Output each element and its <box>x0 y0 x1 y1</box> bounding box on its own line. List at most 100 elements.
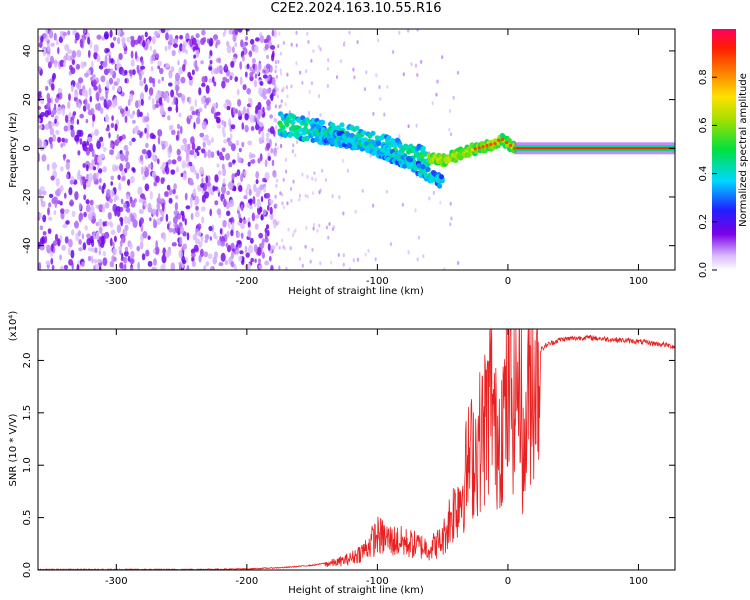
noise-cell <box>170 169 175 175</box>
noise-cell <box>79 138 83 145</box>
noise-cell <box>309 259 312 264</box>
noise-cell <box>44 123 50 130</box>
noise-cell <box>190 136 195 145</box>
noise-cell <box>51 264 55 270</box>
noise-cell <box>42 214 47 223</box>
noise-cell <box>151 266 157 270</box>
noise-cell <box>221 147 226 153</box>
noise-cell <box>194 98 197 108</box>
noise-cell <box>139 111 143 118</box>
noise-cell <box>126 206 130 214</box>
spectrogram-xtick-label: -200 <box>236 276 259 287</box>
noise-cell <box>171 159 177 165</box>
noise-cell <box>195 49 200 58</box>
noise-cell <box>38 66 42 72</box>
noise-cell <box>170 262 176 270</box>
noise-cell <box>207 149 212 159</box>
noise-cell <box>100 107 104 114</box>
noise-cell <box>46 102 51 109</box>
noise-cell <box>153 30 159 36</box>
noise-cell <box>124 69 128 76</box>
noise-cell <box>159 216 163 222</box>
noise-cell <box>246 63 250 70</box>
carrier-track-cell <box>294 129 300 135</box>
noise-cell <box>161 111 166 116</box>
noise-cell <box>168 197 173 204</box>
noise-cell <box>439 200 442 205</box>
noise-cell <box>124 250 129 257</box>
noise-cell <box>204 234 210 240</box>
noise-cell <box>94 128 99 137</box>
noise-cell <box>198 241 203 248</box>
noise-cell <box>264 159 268 168</box>
noise-cell <box>375 73 378 78</box>
noise-cell <box>123 50 127 55</box>
noise-cell <box>189 149 195 156</box>
colorbar-gradient <box>712 29 736 270</box>
noise-cell <box>91 60 94 70</box>
noise-cell <box>80 61 85 69</box>
noise-cell <box>46 92 51 101</box>
noise-cell <box>39 96 45 105</box>
noise-cell <box>230 60 235 68</box>
noise-cell <box>134 51 138 60</box>
noise-cell <box>205 261 210 267</box>
noise-cell <box>456 70 460 75</box>
noise-cell <box>128 140 133 146</box>
noise-cell <box>285 85 288 90</box>
noise-cell <box>223 139 228 144</box>
carrier-track-cell <box>290 119 296 125</box>
noise-cell <box>191 252 196 258</box>
noise-cell <box>98 266 102 270</box>
noise-cell <box>112 203 118 213</box>
noise-cell <box>119 108 125 114</box>
noise-cell <box>270 92 274 102</box>
noise-cell <box>178 112 182 118</box>
noise-cell <box>55 129 60 135</box>
noise-cell <box>118 53 123 60</box>
noise-cell <box>93 265 96 270</box>
noise-cell <box>211 137 214 143</box>
noise-cell <box>195 65 199 72</box>
noise-cell <box>155 175 160 183</box>
noise-cell <box>247 244 254 254</box>
noise-cell <box>299 70 302 75</box>
noise-cell <box>244 113 249 121</box>
noise-cell <box>115 155 119 160</box>
noise-cell <box>415 123 418 128</box>
noise-cell <box>206 181 211 187</box>
noise-cell <box>56 106 62 115</box>
noise-cell <box>279 104 282 108</box>
noise-cell <box>125 161 131 170</box>
carrier-peak <box>481 145 485 149</box>
noise-cell <box>317 44 320 49</box>
noise-cell <box>55 177 60 187</box>
noise-cell <box>139 80 144 87</box>
noise-cell <box>364 252 367 257</box>
noise-cell <box>306 31 309 36</box>
noise-cell <box>250 153 256 158</box>
noise-cell <box>200 234 204 243</box>
noise-cell <box>298 193 302 198</box>
noise-cell <box>60 265 64 270</box>
noise-cell <box>269 114 273 119</box>
noise-cell <box>53 196 58 204</box>
noise-cell <box>132 168 136 173</box>
carrier-line <box>514 147 675 150</box>
noise-cell <box>140 154 144 162</box>
noise-cell <box>277 59 280 64</box>
noise-cell <box>386 84 389 89</box>
noise-cell <box>416 73 419 77</box>
noise-cell <box>139 73 142 81</box>
noise-cell <box>230 251 235 259</box>
snr-scale-label: (x10⁴) <box>8 311 19 342</box>
noise-cell <box>266 142 271 150</box>
noise-cell <box>310 81 313 86</box>
noise-cell <box>273 117 278 123</box>
carrier-track-cell <box>370 130 376 136</box>
noise-cell <box>304 244 307 249</box>
noise-cell <box>337 253 340 257</box>
noise-cell <box>256 200 262 209</box>
noise-cell <box>261 251 265 259</box>
noise-cell <box>78 239 82 245</box>
